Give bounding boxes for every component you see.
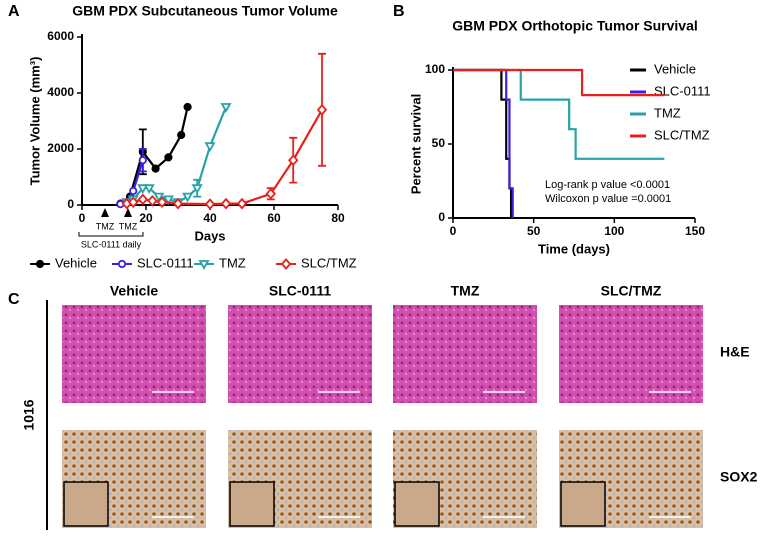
chart-title: GBM PDX Subcutaneous Tumor Volume bbox=[72, 3, 338, 19]
arrow bbox=[101, 208, 109, 217]
micrograph bbox=[228, 305, 372, 403]
marker bbox=[138, 156, 147, 165]
annotation: SLC-0111 daily bbox=[81, 239, 142, 249]
x-axis-label: Days bbox=[194, 228, 225, 243]
x-tick-label: 20 bbox=[139, 211, 153, 225]
marker bbox=[162, 195, 174, 206]
inset bbox=[63, 481, 109, 527]
marker bbox=[220, 103, 232, 113]
marker bbox=[137, 193, 149, 206]
inset bbox=[560, 481, 606, 527]
annotation: Log-rank p value <0.0001 bbox=[545, 179, 670, 191]
x-tick-label: 100 bbox=[604, 224, 624, 238]
legend-label: SLC/TMZ bbox=[301, 255, 357, 270]
marker bbox=[183, 102, 192, 112]
marker bbox=[164, 153, 173, 162]
marker bbox=[153, 192, 165, 203]
panel-letter: A bbox=[8, 3, 20, 20]
annotation: Wilcoxon p value =0.0001 bbox=[545, 193, 671, 205]
series-line bbox=[453, 68, 513, 218]
micrograph bbox=[559, 305, 703, 403]
y-tick-label: 0 bbox=[67, 197, 74, 211]
y-tick-label: 6000 bbox=[47, 29, 74, 43]
column-label: Vehicle bbox=[110, 283, 158, 299]
panel-letter: B bbox=[393, 3, 405, 20]
marker bbox=[204, 198, 216, 211]
chart-title: GBM PDX Orthotopic Tumor Survival bbox=[452, 18, 698, 34]
annotation: TMZ bbox=[96, 221, 115, 231]
panel-letter: C bbox=[8, 291, 20, 308]
marker bbox=[127, 196, 139, 209]
y-tick-label: 0 bbox=[438, 210, 445, 224]
y-tick-label: 100 bbox=[425, 62, 445, 76]
bracket bbox=[78, 232, 144, 237]
micrograph bbox=[393, 305, 537, 403]
marker bbox=[265, 187, 277, 200]
legend-label: SLC-0111 bbox=[137, 255, 194, 270]
x-tick-label: 0 bbox=[450, 224, 457, 238]
inset bbox=[229, 481, 275, 527]
legend-label: SLC-0111 bbox=[654, 83, 711, 98]
column-label: SLC-0111 bbox=[269, 283, 331, 299]
arrow bbox=[124, 208, 132, 217]
marker bbox=[191, 184, 203, 195]
legend-label: TMZ bbox=[654, 105, 681, 120]
x-tick-label: 40 bbox=[203, 211, 217, 225]
annotation: TMZ bbox=[119, 221, 138, 231]
marker bbox=[172, 197, 184, 210]
marker bbox=[316, 103, 328, 116]
series-line bbox=[453, 68, 665, 160]
x-tick-label: 0 bbox=[79, 211, 86, 225]
marker bbox=[198, 260, 210, 270]
y-tick-label: 2000 bbox=[47, 141, 74, 155]
marker bbox=[182, 192, 194, 203]
marker bbox=[151, 164, 160, 173]
column-label: SLC/TMZ bbox=[601, 283, 662, 299]
marker bbox=[177, 130, 186, 140]
column-label: TMZ bbox=[451, 283, 480, 299]
marker bbox=[220, 197, 232, 210]
marker bbox=[129, 186, 138, 196]
x-axis-label: Time (days) bbox=[538, 241, 610, 256]
marker bbox=[35, 259, 45, 269]
marker bbox=[143, 184, 155, 195]
x-tick-label: 80 bbox=[331, 211, 345, 225]
y-tick-label: 4000 bbox=[47, 85, 74, 99]
marker bbox=[147, 194, 158, 207]
marker bbox=[287, 154, 299, 167]
legend-label: Vehicle bbox=[654, 61, 696, 76]
y-axis-label: Percent survival bbox=[408, 94, 423, 194]
x-tick-label: 150 bbox=[685, 224, 705, 238]
marker bbox=[137, 184, 149, 195]
legend-label: SLC/TMZ bbox=[654, 127, 710, 142]
series-line bbox=[453, 68, 665, 97]
x-tick-label: 50 bbox=[527, 224, 541, 238]
marker bbox=[156, 196, 168, 209]
series-line bbox=[453, 68, 514, 218]
legend-label: TMZ bbox=[219, 255, 246, 270]
marker bbox=[236, 197, 248, 210]
row-label: H&E bbox=[720, 344, 750, 360]
marker bbox=[280, 258, 292, 270]
inset bbox=[394, 481, 440, 527]
legend-label: Vehicle bbox=[55, 255, 97, 270]
x-tick-label: 60 bbox=[267, 211, 281, 225]
marker bbox=[117, 259, 127, 269]
micrograph bbox=[62, 305, 206, 403]
y-axis-label: Tumor Volume (mm³) bbox=[27, 57, 42, 186]
sample-label: 1016 bbox=[21, 399, 37, 430]
row-label: SOX2 bbox=[720, 469, 758, 485]
marker bbox=[204, 142, 216, 153]
y-tick-label: 50 bbox=[432, 136, 446, 150]
